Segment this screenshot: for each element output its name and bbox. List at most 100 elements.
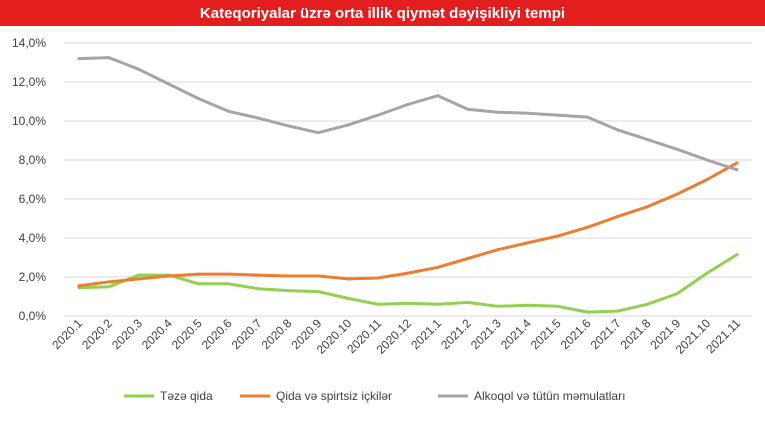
data-point: [556, 234, 560, 238]
data-point: [615, 215, 619, 219]
data-point: [526, 303, 530, 307]
x-tick-label: 2021.4: [498, 316, 534, 352]
data-point: [645, 205, 649, 209]
line-chart: 0,0% 2,0% 4,0% 6,0% 8,0% 10,0% 12,0% 14,0% 2020…: [12, 36, 752, 403]
y-tick-label: 8,0%: [19, 153, 47, 167]
legend-label: Alkoqol və tütün məmulatları: [474, 389, 625, 403]
data-point: [526, 241, 530, 245]
data-point: [197, 282, 201, 286]
data-point: [346, 277, 350, 281]
chart-title: Kateqoriyalar üzrə orta illik qiymət dəy…: [0, 0, 765, 26]
legend-label: Təzə qida: [160, 389, 213, 403]
x-axis-ticks: 2020.12020.22020.32020.42020.52020.62020…: [49, 316, 743, 357]
data-point: [227, 109, 231, 113]
data-point: [585, 225, 589, 229]
data-point: [705, 178, 709, 181]
data-point: [316, 290, 320, 294]
x-tick-label: 2021.11: [703, 316, 743, 356]
data-point: [167, 274, 171, 278]
data-point: [466, 300, 470, 304]
data-point: [675, 147, 679, 151]
data-point: [137, 277, 141, 281]
data-point: [197, 272, 201, 276]
data-point: [496, 248, 500, 252]
data-point: [107, 285, 111, 289]
data-point: [735, 253, 739, 257]
data-point: [466, 256, 470, 260]
data-point: [585, 310, 589, 314]
x-tick-label: 2020.4: [139, 316, 175, 352]
data-point: [406, 102, 410, 106]
data-point: [137, 67, 141, 71]
data-point: [316, 274, 320, 278]
data-point: [675, 192, 679, 196]
data-point: [346, 123, 350, 127]
y-tick-label: 0,0%: [19, 309, 47, 323]
data-point: [585, 115, 589, 119]
data-point: [496, 304, 500, 308]
x-tick-label: 2020.3: [109, 316, 145, 352]
data-point: [197, 97, 201, 101]
data-point: [556, 113, 560, 117]
y-tick-label: 10,0%: [12, 114, 46, 128]
data-point: [376, 302, 380, 306]
data-point: [346, 296, 350, 300]
y-tick-label: 2,0%: [19, 270, 47, 284]
x-tick-label: 2021.7: [588, 316, 624, 352]
x-tick-label: 2021.3: [468, 316, 504, 352]
x-tick-label: 2020.8: [259, 316, 295, 352]
x-tick-label: 2020.5: [169, 316, 205, 352]
series-lines: [77, 56, 739, 314]
data-point: [436, 94, 440, 98]
data-point: [376, 276, 380, 280]
data-point: [406, 271, 410, 275]
y-tick-label: 12,0%: [12, 75, 46, 89]
data-point: [167, 82, 171, 86]
data-point: [286, 289, 290, 293]
data-point: [286, 274, 290, 278]
x-tick-label: 2020.2: [79, 316, 115, 352]
data-point: [615, 309, 619, 313]
data-point: [556, 304, 560, 308]
y-tick-label: 14,0%: [12, 36, 46, 50]
data-point: [496, 110, 500, 114]
data-point: [107, 56, 111, 60]
x-tick-label: 2021.5: [528, 316, 564, 352]
legend: Təzə qida Qida və spirtsiz içkilər Alkoqol…: [124, 389, 625, 403]
y-tick-label: 4,0%: [19, 231, 47, 245]
series-line-2: [77, 161, 739, 288]
data-point: [77, 57, 81, 61]
data-point: [406, 301, 410, 305]
data-point: [705, 271, 709, 275]
data-point: [645, 138, 649, 142]
y-axis-ticks: 0,0% 2,0% 4,0% 6,0% 8,0% 10,0% 12,0% 14,0%: [12, 36, 46, 323]
data-point: [645, 302, 649, 306]
data-point: [137, 273, 141, 277]
data-point: [227, 272, 231, 276]
data-point: [107, 280, 111, 284]
y-tick-label: 6,0%: [19, 192, 47, 206]
data-point: [675, 292, 679, 296]
x-tick-label: 2021.1: [408, 316, 444, 352]
x-tick-label: 2021.8: [618, 316, 654, 352]
data-point: [256, 287, 260, 291]
series-line-3: [77, 56, 739, 172]
data-point: [705, 158, 709, 162]
legend-label: Qida və spirtsiz içkilər: [276, 389, 392, 403]
data-point: [735, 168, 739, 172]
data-point: [526, 111, 530, 115]
x-tick-label: 2020.6: [199, 316, 235, 352]
data-point: [376, 113, 380, 117]
data-point: [316, 131, 320, 135]
data-point: [436, 265, 440, 269]
x-tick-label: 2021.2: [438, 316, 474, 352]
data-point: [256, 273, 260, 277]
data-point: [77, 284, 81, 288]
data-point: [227, 282, 231, 286]
data-point: [436, 302, 440, 306]
x-tick-label: 2021.6: [558, 316, 594, 352]
data-point: [256, 116, 260, 120]
data-point: [466, 107, 470, 111]
data-point: [735, 161, 739, 165]
data-point: [615, 128, 619, 132]
